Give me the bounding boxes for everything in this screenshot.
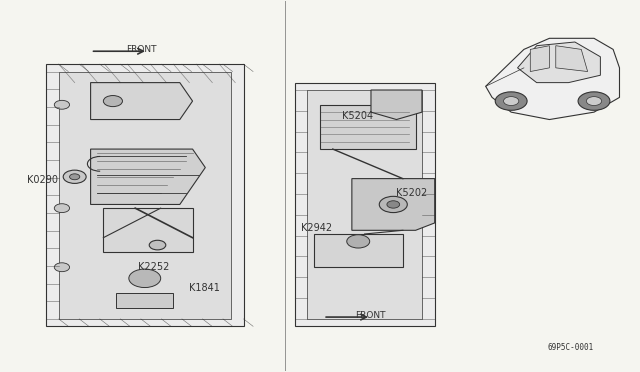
Circle shape: [54, 263, 70, 272]
Polygon shape: [46, 64, 244, 326]
Circle shape: [347, 235, 370, 248]
Polygon shape: [518, 42, 600, 83]
Polygon shape: [371, 90, 422, 119]
Text: K2942: K2942: [301, 224, 332, 234]
Polygon shape: [59, 71, 231, 319]
Text: K1841: K1841: [189, 283, 220, 292]
Circle shape: [149, 240, 166, 250]
Circle shape: [578, 92, 610, 110]
Polygon shape: [91, 83, 193, 119]
Circle shape: [54, 204, 70, 212]
Polygon shape: [352, 179, 435, 230]
Bar: [116, 293, 173, 308]
Circle shape: [495, 92, 527, 110]
Text: K2252: K2252: [138, 262, 170, 272]
Text: K5204: K5204: [342, 111, 373, 121]
Text: FRONT: FRONT: [355, 311, 385, 320]
Polygon shape: [320, 105, 415, 149]
Polygon shape: [314, 234, 403, 267]
Circle shape: [129, 269, 161, 288]
Circle shape: [103, 96, 122, 107]
Circle shape: [387, 201, 399, 208]
Polygon shape: [91, 149, 205, 205]
Polygon shape: [103, 208, 193, 253]
Polygon shape: [294, 83, 435, 326]
Polygon shape: [556, 46, 588, 71]
Text: 69P5C-0001: 69P5C-0001: [548, 343, 594, 352]
Circle shape: [380, 196, 407, 212]
Circle shape: [504, 97, 519, 106]
Polygon shape: [531, 46, 549, 71]
Text: K5202: K5202: [396, 188, 428, 198]
Text: FRONT: FRONT: [125, 45, 156, 54]
Circle shape: [586, 97, 602, 106]
Polygon shape: [307, 90, 422, 319]
Text: K0290: K0290: [27, 176, 58, 186]
Polygon shape: [486, 38, 620, 119]
Circle shape: [54, 100, 70, 109]
Circle shape: [63, 170, 86, 183]
Circle shape: [70, 174, 80, 180]
